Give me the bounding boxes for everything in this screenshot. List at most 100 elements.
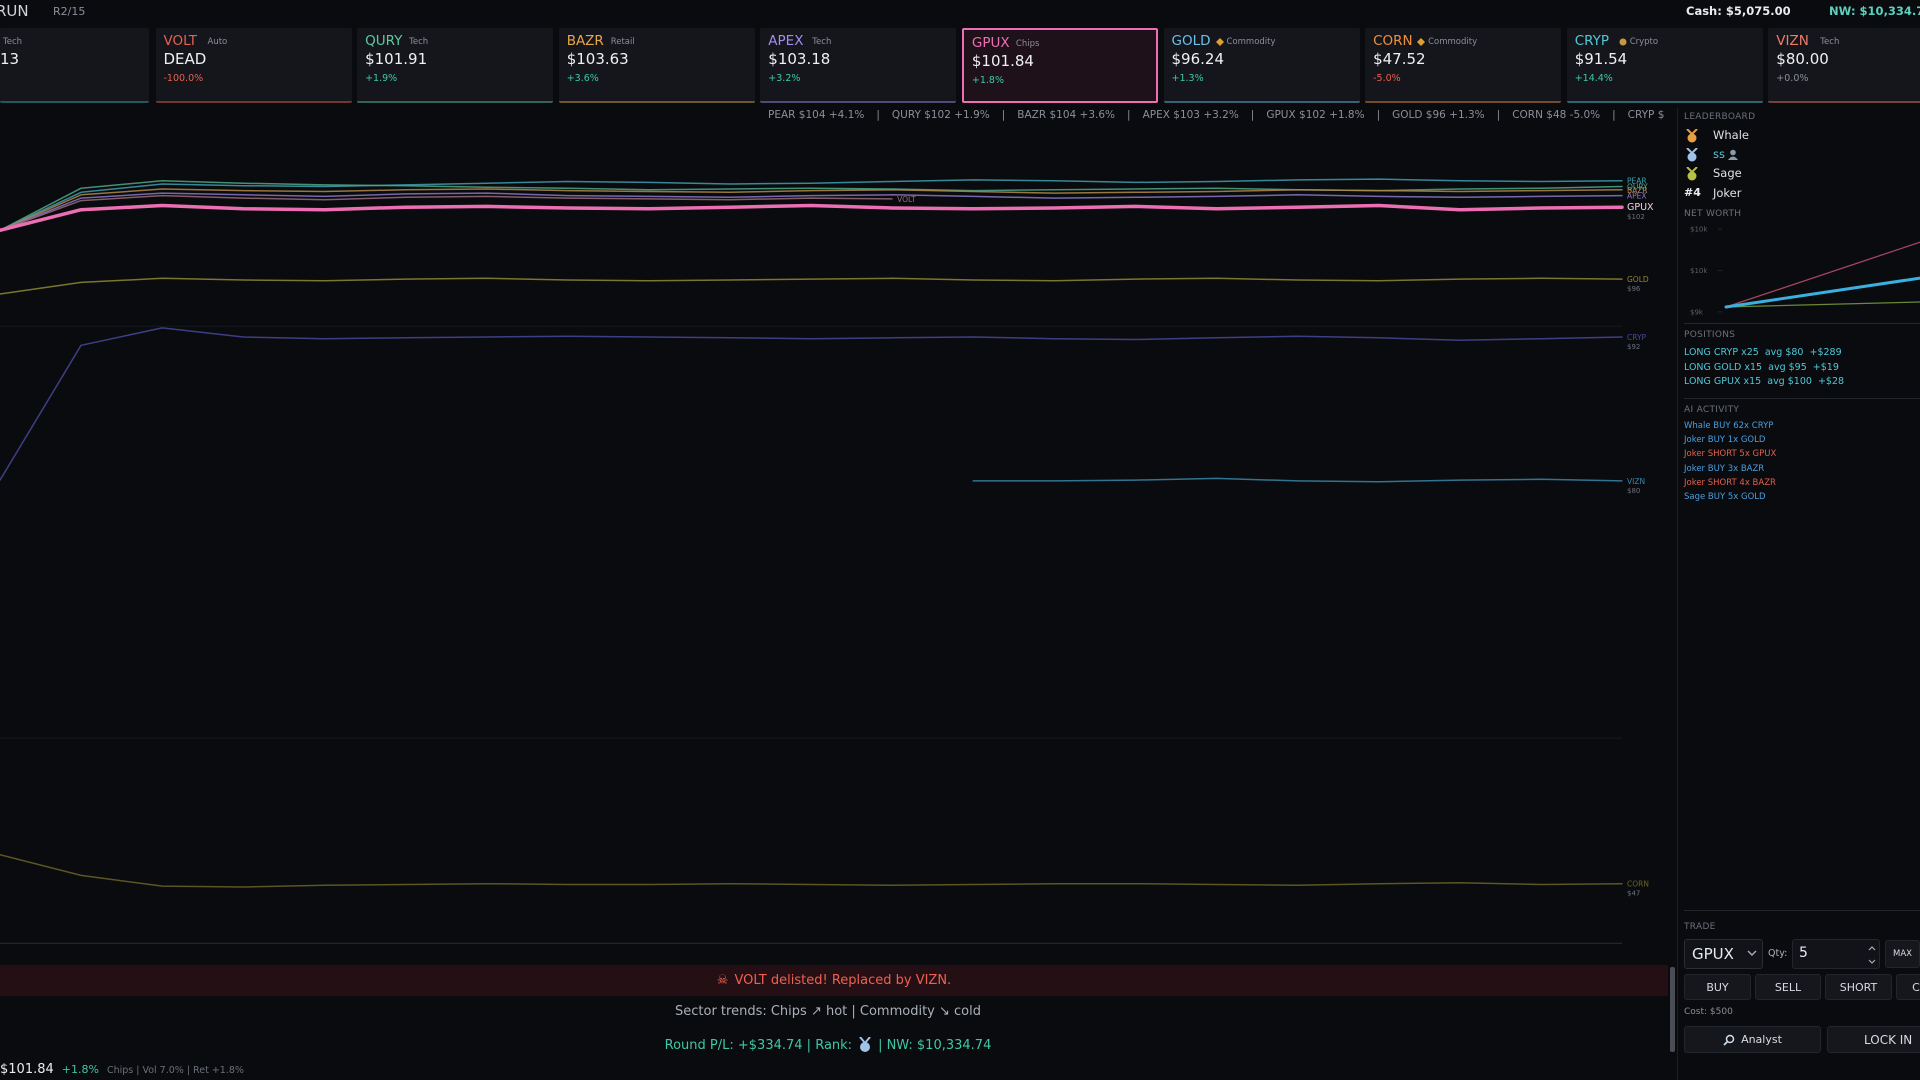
sector-text: Tech (1820, 37, 1840, 47)
y-tick-label: $10k (1690, 226, 1708, 234)
ticker-card[interactable]: CORN Commodity $47.52 -5.0% (1365, 28, 1562, 103)
analyst-button[interactable]: Analyst (1684, 1026, 1821, 1053)
ticker-change: +14.4% (1574, 73, 1613, 84)
round-pl: Round P/L: +$334.74 | Rank: (664, 1037, 853, 1053)
ticker-change: +3.2% (768, 73, 801, 84)
strip-item: QURY $102 +1.9% (891, 109, 990, 121)
sector-tag: Retail (611, 37, 635, 47)
icon-shape (1619, 38, 1627, 46)
trade-button[interactable]: BUY (1684, 974, 1751, 1000)
position-item: LONG GPUX x15 avg $100 +$28 (1684, 376, 1845, 388)
sector-text: Retail (610, 37, 635, 47)
spinner-icon (1868, 946, 1876, 964)
separator (1684, 323, 1920, 324)
icon-body (1728, 156, 1738, 161)
ticker-change: -5.0% (1373, 73, 1401, 84)
strip-item: CRYP $ (1627, 109, 1665, 121)
lock-in-button[interactable]: LOCK IN (1827, 1026, 1920, 1053)
line-end-price: $96 (1627, 285, 1641, 293)
price-line (0, 192, 1623, 232)
sector-tag: Tech (812, 37, 831, 47)
sector-tag: Tech (3, 37, 22, 47)
qty-label: Qty: (1768, 948, 1788, 959)
medal-disc (1687, 152, 1697, 162)
strip-separator: | (1496, 109, 1501, 121)
qty-value: 5 (1799, 945, 1808, 961)
price-line (0, 203, 1624, 233)
section-header: POSITIONS (1684, 330, 1736, 340)
medal-disc (1687, 171, 1697, 181)
line-end-label: BAZR (1627, 186, 1648, 195)
ticker-card[interactable]: VIZN Tech $80.00 +0.0% (1768, 28, 1920, 103)
line-end-price: $102 (1627, 213, 1645, 221)
sector-tag: Tech (1820, 37, 1839, 47)
search-icon (1723, 1034, 1735, 1046)
medal-icon (1686, 129, 1698, 143)
strip-separator: | (876, 109, 880, 121)
price-line (0, 277, 1623, 295)
ticker-change: +0.0% (1776, 73, 1809, 84)
price-line (0, 853, 1623, 888)
ticker-symbol: BAZR (566, 33, 604, 49)
line-end-label: VIZN (1627, 477, 1645, 486)
ticker-price: $101.84 (971, 52, 1034, 70)
price-line (0, 327, 1623, 481)
line-end-label: CRYP (1627, 333, 1647, 342)
rank-medal (859, 1037, 871, 1052)
line-end-label: GPUX (1627, 202, 1654, 213)
max-button[interactable]: MAX (1885, 940, 1920, 968)
ticker-price: DEAD (163, 50, 207, 68)
you-icon (1728, 149, 1738, 161)
ticker-price: $91.54 (1574, 50, 1628, 68)
ticker-change: +1.8% (971, 75, 1004, 86)
player-name: Whale (1713, 128, 1749, 142)
strip-item: GOLD $96 +1.3% (1392, 109, 1485, 121)
sector-text: Auto (207, 37, 228, 47)
ticker-symbol: CORN (1373, 33, 1413, 49)
strip-item: CORN $48 -5.0% (1512, 109, 1601, 121)
line-end-label: GOLD (1627, 275, 1649, 284)
trade-button[interactable]: SELL (1755, 974, 1821, 1000)
symbol-select[interactable]: GPUX (1684, 939, 1763, 969)
ticker-price: $101.91 (365, 50, 428, 68)
ticker-card[interactable]: GPUX Chips $101.84 +1.8% (961, 28, 1158, 103)
status-change: +1.8% (61, 1063, 99, 1076)
qty-input[interactable]: 5 (1792, 939, 1880, 969)
medal-disc (1687, 133, 1697, 143)
ticker-card[interactable]: VOLT Auto DEAD -100.0% (155, 28, 352, 103)
round-summary: Round P/L: +$334.74 | Rank: | NW: $10,33… (0, 1037, 1656, 1053)
sector-icon (1417, 38, 1426, 46)
ticker-card[interactable]: Tech 13 (0, 28, 149, 103)
ticker-card[interactable]: CRYP Crypto $91.54 +14.4% (1566, 28, 1763, 103)
trade-button[interactable]: C (1896, 974, 1920, 1000)
ticker-symbol: GOLD (1171, 33, 1211, 49)
line-end-price: $92 (1627, 343, 1640, 351)
price-line (972, 477, 1623, 483)
line-end-price: $80 (1627, 487, 1640, 495)
price-chart: PEARQURYBAZRAPEXVOLTGPUX$102GOLD$96CRYP$… (0, 177, 1654, 944)
ticker-change: +1.3% (1171, 73, 1204, 84)
ticker-card[interactable]: QURY Tech $101.91 +1.9% (357, 28, 554, 103)
round-indicator: R2/15 (53, 5, 86, 18)
ticker-card[interactable]: GOLD Commodity $96.24 +1.3% (1163, 28, 1360, 103)
sector-trends: Sector trends: Chips ↗ hot | Commodity ↘… (675, 1004, 981, 1019)
sector-tag: Commodity (1417, 37, 1477, 47)
trade-button[interactable]: SHORT (1825, 974, 1892, 1000)
icon-shape (1215, 38, 1224, 46)
line-end-label: APEX (1627, 192, 1647, 201)
ticker-price: $103.18 (768, 50, 831, 68)
ticker-card[interactable]: BAZR Retail $103.63 +3.6% (558, 28, 755, 103)
medal-ribbon (1686, 167, 1698, 174)
sector-text: Tech (812, 37, 832, 47)
scrollbar[interactable] (1670, 967, 1675, 1052)
ai-activity-item: Joker SHORT 4x BAZR (1684, 477, 1776, 488)
line-end-price: $47 (1627, 890, 1640, 898)
sector-tag: Tech (409, 37, 428, 47)
cost: Cost: $500 (1684, 1007, 1733, 1017)
alert-text: VOLT delisted! Replaced by VIZN. (734, 973, 952, 988)
ticker-card[interactable]: APEX Tech $103.18 +3.2% (760, 28, 957, 103)
price-line (0, 188, 1623, 232)
y-tick-label: $10k (1690, 267, 1708, 275)
strip-separator: | (1612, 109, 1616, 121)
